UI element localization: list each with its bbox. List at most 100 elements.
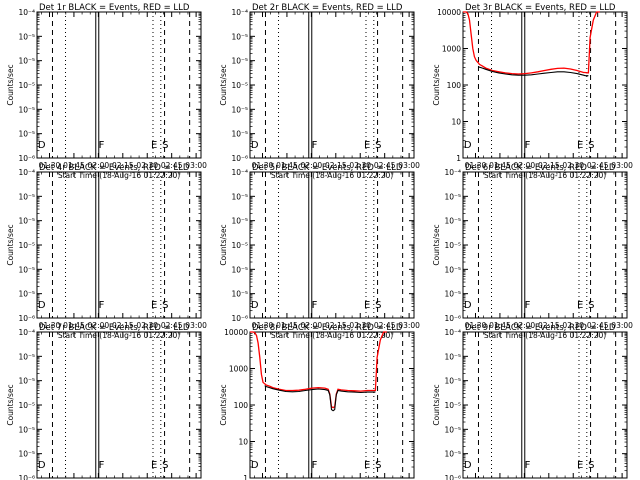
- plot-frame: [462, 331, 628, 479]
- y-tick-label: 10⁻⁶: [444, 314, 461, 323]
- marker-F: F: [525, 460, 531, 471]
- marker-D: D: [251, 460, 259, 471]
- x-tick-label: 02:00: [88, 161, 110, 170]
- x-tick-label: 01:30: [39, 321, 61, 330]
- x-tick-label: 02:45: [374, 321, 396, 330]
- y-tick-label: 10⁻⁵: [444, 290, 461, 299]
- marker-D: D: [38, 460, 46, 471]
- marker-S: S: [588, 300, 594, 311]
- x-tick-label: 02:00: [88, 321, 110, 330]
- y-tick-label: 10⁻⁵: [231, 130, 248, 139]
- marker-D: D: [38, 140, 46, 151]
- y-tick-label: 10000: [224, 328, 248, 337]
- x-tick-label: 01:45: [63, 161, 85, 170]
- x-tick-label: 02:45: [374, 161, 396, 170]
- panel-title: Det 5r BLACK = Events, RED = LLD: [252, 163, 403, 173]
- y-tick-label: 10⁻⁵: [18, 217, 35, 226]
- y-axis-label: Counts/sec: [432, 384, 441, 425]
- y-axis-label: Counts/sec: [219, 64, 228, 105]
- x-tick-label: 01:30: [252, 161, 274, 170]
- plot-frame: [249, 331, 415, 479]
- x-tick-label: 01:45: [276, 321, 298, 330]
- y-tick-label: 10⁻⁵: [18, 290, 35, 299]
- y-tick-label: 10⁻⁵: [18, 192, 35, 201]
- y-tick-label: 10⁻⁵: [444, 217, 461, 226]
- marker-F: F: [525, 140, 531, 151]
- plot-frame: [36, 331, 202, 479]
- marker-F: F: [525, 300, 531, 311]
- marker-E: E: [151, 140, 157, 151]
- y-tick-label: 10⁻⁵: [18, 377, 35, 386]
- y-axis-label: Counts/sec: [6, 64, 15, 105]
- events-series: [264, 385, 376, 412]
- y-tick-label: 10⁻⁶: [18, 314, 35, 323]
- y-tick-label: 10⁻⁵: [231, 81, 248, 90]
- detector-panel-5: Det 5r BLACK = Events, RED = LLD 10⁻⁶ 10⁻⁵…: [219, 163, 420, 340]
- y-axis-label: Counts/sec: [6, 384, 15, 425]
- marker-F: F: [312, 300, 318, 311]
- x-tick-label: 02:15: [325, 161, 347, 170]
- x-tick-label: 02:15: [538, 321, 560, 330]
- panel-title: Det 1r BLACK = Events, RED = LLD: [39, 3, 190, 13]
- detector-panel-2: Det 2r BLACK = Events, RED = LLD 10⁻⁶ 10⁻⁵…: [219, 3, 420, 180]
- y-tick-label: 10⁻⁵: [231, 265, 248, 274]
- x-tick-label: 01:45: [276, 161, 298, 170]
- x-tick-label: 02:15: [112, 161, 134, 170]
- marker-E: E: [151, 460, 157, 471]
- y-tick-label: 1000: [229, 365, 248, 374]
- y-tick-label: 10⁻⁵: [18, 81, 35, 90]
- x-tick-label: 01:45: [63, 321, 85, 330]
- lld-series: [463, 11, 600, 75]
- detector-panel-1: Det 1r BLACK = Events, RED = LLD 10⁻⁶ 10⁻⁵…: [6, 3, 207, 180]
- x-tick-label: 03:00: [611, 161, 633, 170]
- detector-panel-6: Det 6r BLACK = Events, RED = LLD 10⁻⁶ 10⁻⁵…: [432, 163, 633, 340]
- y-tick-label: 1000: [442, 45, 461, 54]
- marker-D: D: [251, 140, 259, 151]
- y-tick-label: 10: [451, 118, 461, 127]
- x-tick-label: 03:00: [398, 161, 420, 170]
- x-tick-label: 01:30: [465, 321, 487, 330]
- panel-title: Det 9r BLACK = Events, RED = LLD: [465, 323, 616, 333]
- marker-S: S: [162, 460, 168, 471]
- y-tick-label: 10⁻⁵: [444, 450, 461, 459]
- marker-F: F: [312, 140, 318, 151]
- y-tick-label: 10⁻⁵: [18, 265, 35, 274]
- y-tick-label: 10⁻⁴: [231, 168, 248, 177]
- marker-S: S: [588, 460, 594, 471]
- y-tick-label: 10⁻⁵: [18, 130, 35, 139]
- y-tick-label: 10⁻⁶: [18, 474, 35, 480]
- y-tick-label: 10⁻⁵: [18, 401, 35, 410]
- x-tick-label: 01:30: [39, 161, 61, 170]
- x-tick-label: 02:00: [301, 321, 323, 330]
- marker-S: S: [162, 300, 168, 311]
- y-tick-label: 10⁻⁵: [18, 105, 35, 114]
- y-axis-label: Counts/sec: [6, 224, 15, 265]
- x-tick-label: 02:45: [587, 321, 609, 330]
- plot-frame: [36, 11, 202, 159]
- detector-panel-9: Det 9r BLACK = Events, RED = LLD 10⁻⁶ 10⁻⁵…: [432, 323, 628, 480]
- plot-frame: [36, 171, 202, 319]
- y-tick-label: 10⁻⁴: [18, 328, 35, 337]
- y-tick-label: 10⁻⁵: [444, 401, 461, 410]
- y-tick-label: 1: [456, 154, 461, 163]
- y-tick-label: 10⁻⁵: [18, 32, 35, 41]
- y-tick-label: 10⁻⁵: [18, 241, 35, 250]
- y-tick-label: 10⁻⁵: [18, 352, 35, 361]
- x-tick-label: 03:00: [185, 161, 207, 170]
- y-tick-label: 10⁻⁵: [444, 352, 461, 361]
- y-tick-label: 10⁻⁴: [444, 328, 461, 337]
- marker-D: D: [464, 300, 472, 311]
- y-tick-label: 10⁻⁴: [18, 168, 35, 177]
- y-tick-label: 10⁻⁴: [231, 8, 248, 17]
- y-tick-label: 10⁻⁵: [231, 57, 248, 66]
- y-tick-label: 10⁻⁶: [231, 314, 248, 323]
- marker-E: E: [577, 300, 583, 311]
- x-tick-label: 02:15: [112, 321, 134, 330]
- panel-title: Det 6r BLACK = Events, RED = LLD: [465, 163, 616, 173]
- marker-S: S: [588, 140, 594, 151]
- marker-F: F: [99, 460, 105, 471]
- marker-E: E: [577, 460, 583, 471]
- x-axis-label: Start Time (18-Aug-16 01:22:20): [271, 331, 393, 340]
- marker-S: S: [162, 140, 168, 151]
